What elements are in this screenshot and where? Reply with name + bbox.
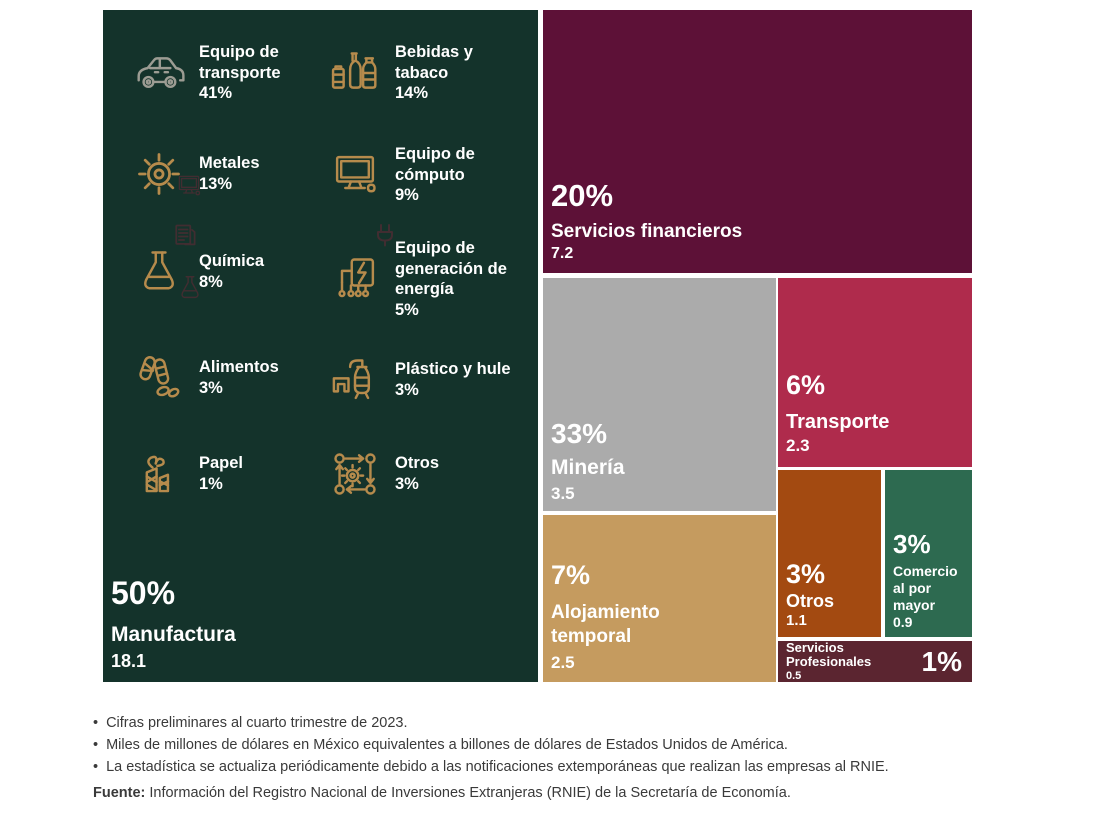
bottles-icon [331,52,377,89]
power-icon [338,258,375,298]
source-line: Fuente: Información del Registro Nacional… [93,785,791,801]
item-pct: 9% [395,186,419,205]
footnotes: Cifras preliminares al cuarto trimestre … [93,712,889,778]
item-pct: 14% [395,84,429,103]
tile-caption: Servicios Profesionales 0.5 [786,640,872,682]
item-pct: 1% [199,475,223,493]
item-pct: 3% [395,475,419,493]
manufactura-caption: 50% Manufactura 18.1 [111,577,236,672]
item-label: Equipo de cómputo 9% [395,145,475,205]
item-pct: 41% [199,84,233,103]
tile-caption: 20% Servicios financieros 7.2 [551,177,743,263]
tile-servicios-financieros: 20% Servicios financieros 7.2 [543,10,972,273]
manufactura-item-bebidas-tabaco: Bebidas y tabaco 14% [327,42,473,104]
item-label: Papel 1% [199,454,244,493]
plastic-machine-icon [332,359,371,400]
tile-caption: 3% Otros 1.1 [786,559,835,630]
item-label: Metales 13% [199,154,260,193]
tile-otros: 3% Otros 1.1 [778,470,881,637]
gear-icon [138,153,180,195]
computer-icon [335,155,376,193]
item-pct: 3% [199,379,223,397]
item-pct: 3% [395,381,419,399]
manufactura-item-plastico-hule: Plástico y hule 3% [327,354,511,406]
item-label: Alimentos 3% [199,358,279,397]
manufactura-label: Manufactura [111,623,236,646]
item-label: Química 8% [199,252,265,291]
manufactura-item-generacion-energia: Equipo de generación de energía 5% [327,238,507,321]
tile-pct: 1% [921,645,962,677]
item-label: Equipo de transporte 41% [199,43,281,103]
paper-mill-icon [145,455,170,493]
network-icon [334,453,376,495]
item-pct: 5% [395,300,419,319]
manufactura-item-quimica: Química 8% [131,246,264,298]
manufactura-item-equipo-computo: Equipo de cómputo 9% [327,144,475,206]
item-label: Plástico y hule 3% [395,360,511,399]
manufactura-item-equipo-transporte: Equipo de transporte 41% [131,42,281,104]
item-pct: 13% [199,175,233,193]
item-pct: 8% [199,273,223,291]
manufactura-pct: 50% [111,575,176,611]
car-icon [137,57,185,88]
item-label: Otros 3% [395,454,440,493]
source-text: Información del Registro Nacional de Inv… [149,785,791,801]
tile-caption: 33% Minería 3.5 [551,418,625,503]
tile-transporte: 6% Transporte 2.3 [778,278,972,467]
tile-mineria: 33% Minería 3.5 [543,278,776,511]
tile-servicios-profesionales: Servicios Profesionales 0.5 1% [778,641,972,682]
manufactura-item-metales: Metales 13% [131,148,260,200]
footnote: Miles de millones de dólares en México e… [93,734,889,756]
footnote: Cifras preliminares al cuarto trimestre … [93,712,889,734]
manufactura-item-papel: Papel 1% [131,448,243,500]
fdi-treemap: Equipo de transporte 41% Bebidas y tabac… [103,10,972,682]
item-label: Bebidas y tabaco 14% [395,43,473,103]
tile-caption: 6% Transporte 2.3 [786,369,890,455]
manufactura-item-otros: Otros 3% [327,448,439,500]
tile-caption: 7% Alojamiento temporal 2.5 [551,560,660,672]
manufactura-item-alimentos: Alimentos 3% [131,352,279,404]
tile-alojamiento-temporal: 7% Alojamiento temporal 2.5 [543,515,776,682]
tile-manufactura: Equipo de transporte 41% Bebidas y tabac… [103,10,538,682]
tile-caption: 3% Comercio al por mayor 0.9 [893,528,958,631]
tile-comercio-al-por-mayor: 3% Comercio al por mayor 0.9 [885,470,972,637]
flask-icon [144,251,174,290]
food-icon [137,354,181,400]
item-label: Equipo de generación de energía 5% [395,239,507,319]
footnote: La estadística se actualiza periódicamen… [93,756,889,778]
source-label: Fuente: [93,785,146,801]
manufactura-value: 18.1 [111,651,147,671]
